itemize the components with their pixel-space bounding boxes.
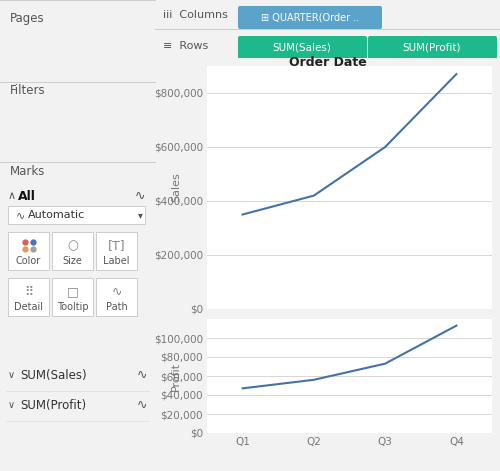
FancyBboxPatch shape <box>96 232 137 270</box>
Text: Marks: Marks <box>10 165 46 178</box>
Text: SUM(Sales): SUM(Sales) <box>272 42 332 52</box>
FancyBboxPatch shape <box>8 278 49 316</box>
Text: ∿: ∿ <box>16 210 26 220</box>
Text: □: □ <box>66 285 78 299</box>
Text: Color: Color <box>16 256 41 266</box>
Text: ∨: ∨ <box>8 370 15 380</box>
Text: Order Date: Order Date <box>288 57 366 69</box>
FancyBboxPatch shape <box>368 36 497 59</box>
Text: Tooltip: Tooltip <box>56 302 88 312</box>
FancyBboxPatch shape <box>96 278 137 316</box>
Text: ∿: ∿ <box>136 398 147 412</box>
Text: [T]: [T] <box>108 239 126 252</box>
FancyBboxPatch shape <box>52 278 93 316</box>
Text: iii  Columns: iii Columns <box>163 10 228 20</box>
Text: All: All <box>18 189 36 203</box>
Text: Profit: Profit <box>171 361 181 390</box>
Text: SUM(Profit): SUM(Profit) <box>20 398 86 412</box>
Text: SUM(Profit): SUM(Profit) <box>403 42 461 52</box>
Text: ⠿: ⠿ <box>24 285 33 299</box>
FancyBboxPatch shape <box>8 206 145 224</box>
Text: ▾: ▾ <box>138 210 143 220</box>
Text: Label: Label <box>104 256 130 266</box>
Text: Automatic: Automatic <box>28 210 85 220</box>
FancyBboxPatch shape <box>52 232 93 270</box>
Text: ∧: ∧ <box>8 191 16 201</box>
FancyBboxPatch shape <box>238 6 382 29</box>
Text: Detail: Detail <box>14 302 43 312</box>
Text: Path: Path <box>106 302 128 312</box>
Text: ∿: ∿ <box>111 285 122 299</box>
FancyBboxPatch shape <box>238 36 367 59</box>
Text: Pages: Pages <box>10 12 44 25</box>
Text: ≡  Rows: ≡ Rows <box>163 41 208 51</box>
Text: ∨: ∨ <box>8 400 15 410</box>
FancyBboxPatch shape <box>8 232 49 270</box>
Text: SUM(Sales): SUM(Sales) <box>20 368 86 382</box>
Text: ∿: ∿ <box>136 368 147 382</box>
Text: Size: Size <box>62 256 82 266</box>
Text: Sales: Sales <box>171 173 181 203</box>
Text: ∿: ∿ <box>134 189 145 203</box>
Text: Filters: Filters <box>10 84 46 97</box>
Text: ○: ○ <box>67 239 78 252</box>
Text: ⊞ QUARTER(Order ..: ⊞ QUARTER(Order .. <box>261 13 359 23</box>
